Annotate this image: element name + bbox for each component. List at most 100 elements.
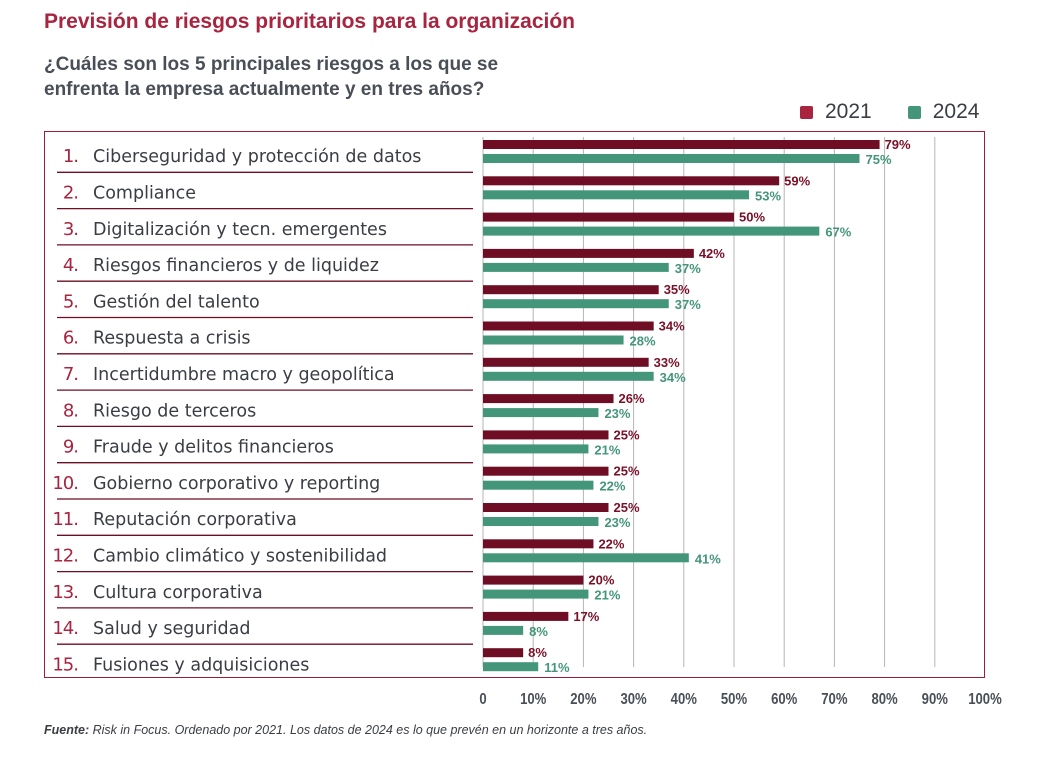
bar-2021 [483, 611, 569, 621]
legend-item-2024: 2024 [907, 100, 980, 124]
row-label: Gobierno corporativo y reporting [93, 474, 380, 494]
data-label-2021: 33% [654, 355, 680, 370]
subtitle-line-2: enfrenta la empresa actualmente y en tre… [44, 79, 485, 100]
data-label-2021: 50% [739, 210, 765, 225]
bar-2024 [483, 299, 669, 309]
data-label-2024: 41% [695, 551, 721, 566]
bar-2024 [483, 154, 860, 163]
bar-2024 [483, 625, 524, 635]
row-number: 4. [63, 255, 78, 276]
bar-2024 [483, 262, 669, 272]
data-label-2024: 21% [594, 588, 620, 603]
source-text: Risk in Focus. Ordenado por 2021. Los da… [89, 723, 648, 737]
row-label: Digitalización y tecn. emergentes [93, 220, 387, 240]
x-tick-label: 60% [771, 691, 797, 708]
data-label-2024: 37% [675, 297, 701, 312]
data-label-2021: 79% [885, 137, 911, 152]
subtitle-line-1: ¿Cuáles son los 5 principales riesgos a … [44, 54, 499, 75]
row-label: Gestión del talento [93, 292, 260, 312]
data-label-2021: 34% [659, 319, 685, 334]
bar-2021 [483, 503, 609, 512]
bar-2024 [483, 589, 589, 599]
bar-2024 [483, 480, 594, 490]
chart-subtitle: ¿Cuáles son los 5 principales riesgos a … [44, 52, 604, 102]
x-tick-label: 100% [968, 691, 1002, 708]
legend-item-2021: 2021 [800, 100, 872, 124]
data-label-2021: 8% [528, 645, 547, 660]
row-number: 1. [63, 146, 78, 167]
bar-2024 [483, 190, 750, 200]
category-rows: 1. Ciberseguridad y protección de datos 2.… [52, 146, 473, 675]
row-number: 5. [63, 291, 78, 312]
row-label: Ciberseguridad y protección de datos [93, 147, 421, 167]
data-label-2021: 26% [619, 391, 645, 406]
row-number: 7. [63, 364, 78, 385]
x-tick-label: 80% [871, 691, 897, 708]
row-number: 13. [52, 582, 78, 603]
bars: 79%75%59%53%50%67%42%37%35%37%34%28%33%3… [483, 137, 911, 675]
row-label: Fraude y delitos financieros [93, 438, 334, 458]
bar-2021 [483, 357, 649, 367]
bar-2021 [483, 285, 659, 295]
source-footnote: Fuente: Risk in Focus. Ordenado por 2021… [44, 723, 647, 737]
bar-2024 [483, 444, 589, 454]
chart-title: Previsión de riesgos prioritarios para l… [44, 10, 575, 33]
bar-2021 [483, 248, 694, 258]
x-tick-label: 50% [721, 691, 747, 708]
x-tick-label: 40% [671, 691, 697, 708]
data-label-2024: 75% [866, 152, 892, 167]
row-number: 10. [52, 473, 78, 494]
row-label: Reputación corporativa [93, 510, 297, 530]
x-tick-label: 30% [620, 691, 646, 708]
bar-2024 [483, 662, 539, 672]
data-label-2021: 22% [598, 536, 624, 551]
bar-2021 [483, 212, 734, 222]
row-label: Riesgo de terceros [93, 401, 256, 421]
legend-label-2021: 2021 [825, 100, 872, 123]
row-number: 11. [52, 509, 78, 530]
row-label: Salud y seguridad [93, 619, 250, 639]
bar-2021 [483, 466, 609, 476]
data-label-2021: 17% [573, 609, 599, 624]
bar-2021 [483, 140, 880, 149]
bar-2021 [483, 430, 609, 440]
data-label-2024: 11% [544, 660, 570, 675]
row-label: Cultura corporativa [93, 583, 263, 603]
bar-2024 [483, 517, 599, 526]
x-axis-ticks: 0 10% 20% 30% 40% 50% 60% 70% 80% 90% 100% [479, 691, 1001, 708]
row-number: 12. [52, 545, 78, 566]
row-label: Incertidumbre macro y geopolítica [93, 365, 395, 385]
bar-2024 [483, 226, 820, 236]
data-label-2024: 23% [604, 515, 630, 530]
row-label: Compliance [93, 183, 196, 203]
data-label-2021: 25% [614, 464, 640, 479]
x-tick-label: 90% [922, 691, 948, 708]
data-label-2024: 67% [825, 225, 851, 240]
data-label-2021: 25% [614, 427, 640, 442]
row-number: 3. [63, 219, 78, 240]
row-number: 8. [63, 400, 78, 421]
data-label-2021: 59% [784, 173, 810, 188]
row-number: 6. [63, 328, 78, 349]
chart-frame [44, 131, 985, 678]
row-number: 14. [52, 618, 78, 639]
source-label: Fuente: [44, 723, 90, 737]
row-label: Respuesta a crisis [93, 329, 251, 349]
data-label-2024: 34% [660, 370, 686, 385]
legend-swatch-2021 [800, 105, 813, 119]
data-label-2021: 42% [699, 246, 725, 261]
data-label-2024: 8% [529, 624, 548, 639]
x-tick-label: 0 [479, 691, 486, 708]
row-label: Fusiones y adquisiciones [93, 655, 309, 675]
bar-2021 [483, 575, 584, 585]
x-tick-label: 70% [821, 691, 847, 708]
row-number: 9. [63, 437, 78, 458]
row-number: 15. [52, 654, 78, 675]
data-label-2024: 37% [675, 261, 701, 276]
bar-2021 [483, 539, 594, 549]
data-label-2021: 35% [664, 282, 690, 297]
legend-label-2024: 2024 [932, 100, 980, 123]
data-label-2021: 20% [588, 573, 614, 588]
bar-2024 [483, 335, 624, 345]
bar-2024 [483, 553, 689, 563]
